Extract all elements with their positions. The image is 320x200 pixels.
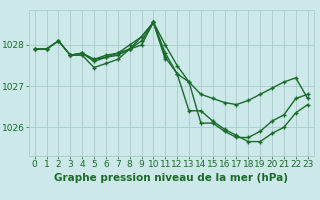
X-axis label: Graphe pression niveau de la mer (hPa): Graphe pression niveau de la mer (hPa) (54, 173, 288, 183)
